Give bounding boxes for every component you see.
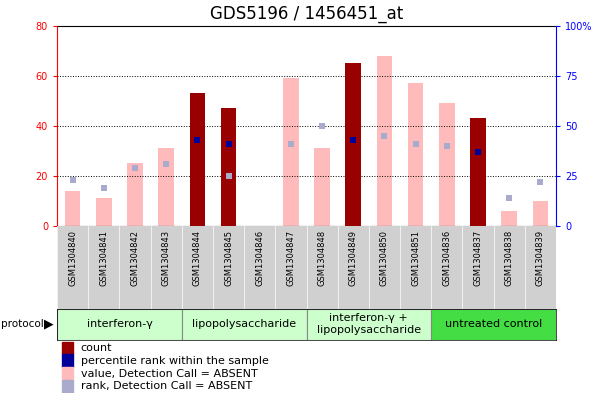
Bar — [221, 108, 236, 226]
Text: GSM1304836: GSM1304836 — [442, 230, 451, 286]
Bar — [377, 55, 392, 226]
Bar — [470, 118, 486, 226]
Text: GSM1304837: GSM1304837 — [474, 230, 483, 286]
Bar — [462, 226, 493, 309]
Bar — [182, 226, 213, 309]
Bar — [307, 309, 432, 340]
Bar — [525, 226, 556, 309]
Bar — [283, 78, 299, 226]
Bar — [120, 226, 151, 309]
Text: GSM1304845: GSM1304845 — [224, 230, 233, 286]
Text: GSM1304844: GSM1304844 — [193, 230, 202, 286]
Bar — [62, 367, 73, 380]
Bar — [439, 103, 454, 226]
Text: GSM1304849: GSM1304849 — [349, 230, 358, 286]
Bar — [307, 226, 338, 309]
Title: GDS5196 / 1456451_at: GDS5196 / 1456451_at — [210, 5, 403, 23]
Bar — [96, 198, 112, 226]
Bar — [182, 309, 307, 340]
Bar — [314, 148, 330, 226]
Text: percentile rank within the sample: percentile rank within the sample — [81, 356, 269, 366]
Bar — [369, 226, 400, 309]
Text: interferon-γ +
lipopolysaccharide: interferon-γ + lipopolysaccharide — [317, 313, 421, 335]
Bar — [189, 93, 205, 226]
Text: GSM1304846: GSM1304846 — [255, 230, 264, 286]
Text: rank, Detection Call = ABSENT: rank, Detection Call = ABSENT — [81, 381, 252, 391]
Bar — [244, 226, 275, 309]
Bar — [127, 163, 143, 226]
Text: GSM1304838: GSM1304838 — [505, 230, 514, 286]
Text: GSM1304841: GSM1304841 — [99, 230, 108, 286]
Text: GSM1304848: GSM1304848 — [317, 230, 326, 286]
Bar — [57, 226, 88, 309]
Bar — [221, 184, 236, 226]
Bar — [62, 380, 73, 393]
Text: value, Detection Call = ABSENT: value, Detection Call = ABSENT — [81, 369, 257, 378]
Text: GSM1304842: GSM1304842 — [130, 230, 139, 286]
Text: GSM1304847: GSM1304847 — [287, 230, 296, 286]
Text: ▶: ▶ — [44, 318, 53, 331]
Bar — [57, 309, 182, 340]
Text: count: count — [81, 343, 112, 353]
Text: untreated control: untreated control — [445, 319, 542, 329]
Text: protocol: protocol — [1, 319, 44, 329]
Bar — [275, 226, 307, 309]
Bar — [213, 226, 244, 309]
Text: GSM1304840: GSM1304840 — [68, 230, 77, 286]
Bar — [400, 226, 432, 309]
Bar — [62, 354, 73, 367]
Text: GSM1304851: GSM1304851 — [411, 230, 420, 286]
Bar — [338, 226, 369, 309]
Bar — [65, 191, 81, 226]
Bar — [346, 63, 361, 226]
Bar — [88, 226, 120, 309]
Bar — [501, 211, 517, 226]
Bar — [432, 309, 556, 340]
Text: GSM1304839: GSM1304839 — [536, 230, 545, 286]
Bar — [159, 148, 174, 226]
Text: interferon-γ: interferon-γ — [87, 319, 153, 329]
Bar — [62, 342, 73, 354]
Text: lipopolysaccharide: lipopolysaccharide — [192, 319, 296, 329]
Bar — [493, 226, 525, 309]
Text: GSM1304843: GSM1304843 — [162, 230, 171, 286]
Bar — [532, 201, 548, 226]
Bar — [151, 226, 182, 309]
Text: GSM1304850: GSM1304850 — [380, 230, 389, 286]
Bar — [408, 83, 424, 226]
Bar — [432, 226, 462, 309]
